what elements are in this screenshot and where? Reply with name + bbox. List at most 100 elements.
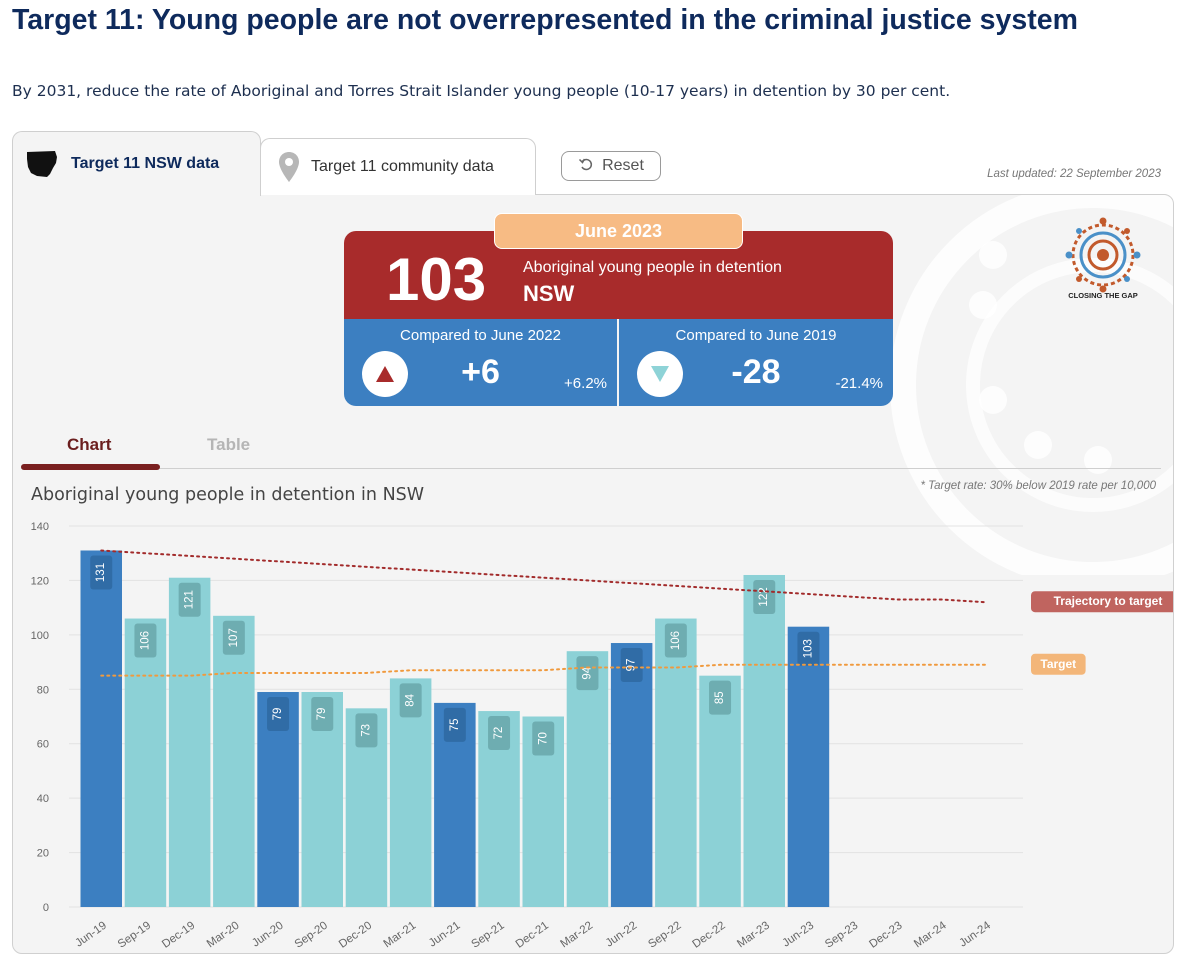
- x-tick-label: Mar-20: [205, 920, 242, 951]
- tab-chart[interactable]: Chart: [67, 435, 112, 454]
- data-label: 79: [316, 708, 328, 721]
- last-updated: Last updated: 22 September 2023: [987, 168, 1161, 180]
- data-label: 97: [626, 659, 638, 672]
- data-label-badge: [576, 656, 599, 691]
- data-label: 73: [360, 724, 372, 737]
- x-tick-label: Dec-23: [867, 920, 904, 951]
- bar: [80, 550, 122, 907]
- nsw-map-icon: [25, 149, 59, 179]
- reset-button[interactable]: Reset: [561, 151, 661, 181]
- data-label-badge: [355, 713, 378, 748]
- location-pin-icon: [277, 151, 301, 183]
- x-tick-label: Jun-23: [780, 920, 816, 950]
- data-label-badge: [90, 555, 113, 590]
- data-label: 70: [537, 732, 549, 745]
- tab-table[interactable]: Table: [207, 435, 251, 454]
- data-label-badge: [134, 623, 157, 658]
- compare-2019-change: -28: [731, 353, 781, 391]
- data-label-badge: [488, 716, 511, 751]
- compare-2019-pct: -21.4%: [835, 375, 883, 392]
- bar: [124, 618, 167, 907]
- x-tick-label: Dec-20: [337, 920, 374, 951]
- compare-2022-pct: +6.2%: [564, 375, 607, 392]
- data-label: 131: [95, 563, 107, 582]
- kpi-month-badge: June 2023: [494, 213, 743, 249]
- x-tick-label: Mar-22: [558, 920, 595, 951]
- data-label: 107: [228, 628, 240, 647]
- kpi-region: NSW: [523, 281, 575, 306]
- trajectory-line: [100, 549, 987, 604]
- x-tick-label: Mar-23: [735, 920, 772, 951]
- data-label-badge: [222, 620, 245, 655]
- tab-nsw-data[interactable]: Target 11 NSW data: [12, 131, 261, 196]
- data-label-badge: [399, 683, 422, 718]
- data-label: 72: [493, 727, 505, 740]
- chart-title: Aboriginal young people in detention in …: [31, 485, 425, 505]
- data-label-badge: [178, 582, 201, 617]
- main-panel: June 2023 103 Aboriginal young people in…: [12, 194, 1174, 954]
- y-tick-label: 120: [31, 575, 49, 587]
- down-triangle-icon: [637, 351, 683, 397]
- undo-icon: [578, 156, 594, 177]
- x-tick-label: Dec-22: [691, 920, 728, 951]
- bar: [655, 618, 697, 907]
- data-label-badge: [753, 579, 776, 614]
- data-label-badge: [709, 680, 732, 715]
- data-label-badge: [664, 623, 687, 658]
- trajectory-label-bg: [1031, 591, 1173, 613]
- data-label: 94: [581, 666, 593, 679]
- tab-community-data[interactable]: Target 11 community data: [260, 138, 536, 195]
- data-label: 103: [802, 639, 814, 658]
- data-label-badge: [267, 697, 290, 732]
- data-label-badge: [311, 697, 334, 732]
- y-tick-label: 80: [37, 684, 49, 696]
- x-tick-label: Jun-19: [73, 920, 109, 950]
- compare-2022-card: Compared to June 2022 +6 +6.2%: [344, 319, 617, 406]
- data-label-badge: [532, 721, 555, 756]
- bar: [168, 577, 211, 907]
- data-label: 75: [449, 718, 461, 731]
- page-subtitle: By 2031, reduce the rate of Aboriginal a…: [12, 82, 951, 100]
- data-label: 85: [714, 691, 726, 704]
- page-title: Target 11: Young people are not overrepr…: [12, 4, 1078, 36]
- data-label: 79: [272, 708, 284, 721]
- y-tick-label: 0: [43, 902, 49, 914]
- data-label-badge: [620, 648, 643, 683]
- x-tick-label: Sep-21: [470, 920, 507, 951]
- x-tick-label: Sep-22: [646, 920, 683, 951]
- bar: [610, 643, 653, 907]
- up-triangle-icon: [362, 351, 408, 397]
- bar: [787, 626, 830, 907]
- data-label-badge: [443, 707, 466, 742]
- data-label: 121: [184, 590, 196, 609]
- x-tick-label: Jun-24: [957, 919, 993, 949]
- x-tick-label: Jun-22: [604, 920, 640, 950]
- closing-the-gap-logo: [1065, 217, 1141, 293]
- active-tab-indicator: [21, 464, 160, 470]
- logo-text: CLOSING THE GAP: [1068, 291, 1138, 300]
- bar: [213, 615, 255, 907]
- reset-label: Reset: [602, 157, 644, 174]
- kpi-description: Aboriginal young people in detention: [523, 259, 782, 276]
- tab-divider: [21, 468, 1161, 469]
- chart-note: * Target rate: 30% below 2019 rate per 1…: [920, 480, 1157, 492]
- x-tick-label: Dec-19: [160, 920, 197, 951]
- tab-nsw-label: Target 11 NSW data: [71, 155, 220, 172]
- bar: [566, 651, 609, 907]
- bar-chart: 0 20 40 60 80 100 120 140 131 106 121 107 79 79 73 84 75…: [31, 521, 1173, 951]
- x-tick-label: Mar-24: [912, 919, 949, 950]
- bar: [743, 574, 785, 907]
- compare-2022-title: Compared to June 2022: [400, 327, 561, 344]
- x-tick-label: Sep-19: [116, 920, 153, 951]
- kpi-value: 103: [386, 246, 487, 313]
- y-tick-label: 100: [31, 630, 49, 642]
- compare-2022-change: +6: [461, 353, 500, 391]
- data-label: 106: [670, 631, 682, 650]
- tab-community-label: Target 11 community data: [311, 158, 494, 175]
- x-tick-label: Dec-21: [514, 920, 551, 951]
- x-tick-label: Mar-21: [382, 920, 419, 951]
- x-tick-label: Sep-23: [823, 920, 860, 951]
- y-tick-label: 20: [37, 848, 49, 860]
- y-tick-label: 60: [37, 739, 49, 751]
- data-label: 84: [405, 693, 417, 706]
